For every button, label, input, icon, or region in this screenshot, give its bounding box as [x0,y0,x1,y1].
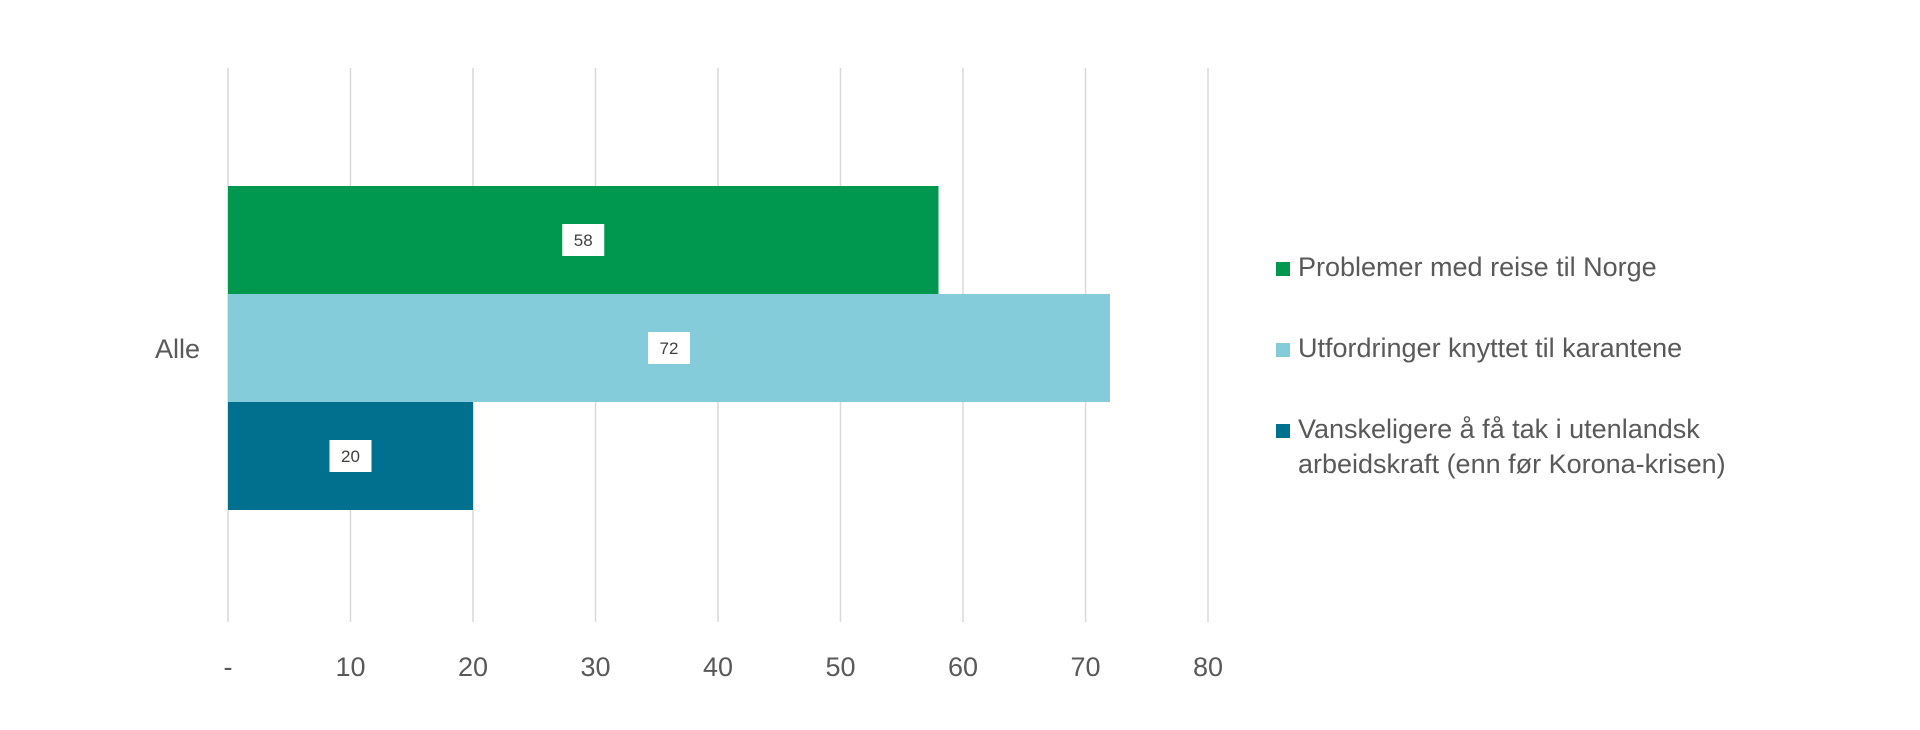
x-tick-label: 20 [458,652,488,682]
legend-swatch [1276,424,1290,438]
legend: Problemer med reise til Norge Utfordring… [1276,250,1876,482]
data-label-box [648,332,690,364]
x-tick-label: 80 [1193,652,1223,682]
x-tick-label: 50 [825,652,855,682]
x-tick-label: 10 [335,652,365,682]
x-tick-label: 30 [580,652,610,682]
x-tick-label: 70 [1070,652,1100,682]
data-label: 72 [660,339,679,358]
data-label: 58 [574,231,593,250]
legend-label: Problemer med reise til Norge [1298,252,1657,282]
x-tick-label: - [224,652,233,682]
legend-swatch [1276,262,1290,276]
legend-swatch [1276,343,1290,357]
legend-item: Problemer med reise til Norge [1276,250,1876,285]
data-labels: 58 72 20 [329,224,690,472]
y-axis-categories: Alle [155,334,200,364]
x-axis-ticks: - 10 20 30 40 50 60 70 80 [224,652,1224,682]
data-label-box [329,440,372,472]
legend-label: Utfordringer knyttet til karantene [1298,333,1683,363]
legend-label: Vanskeligere å få tak i utenlandsk arbei… [1298,414,1726,479]
data-label: 20 [341,447,360,466]
legend-item: Utfordringer knyttet til karantene [1276,331,1876,366]
x-tick-label: 40 [703,652,733,682]
x-tick-label: 60 [948,652,978,682]
category-label: Alle [155,334,200,364]
data-label-box [562,224,605,256]
legend-item: Vanskeligere å få tak i utenlandsk arbei… [1276,412,1818,482]
